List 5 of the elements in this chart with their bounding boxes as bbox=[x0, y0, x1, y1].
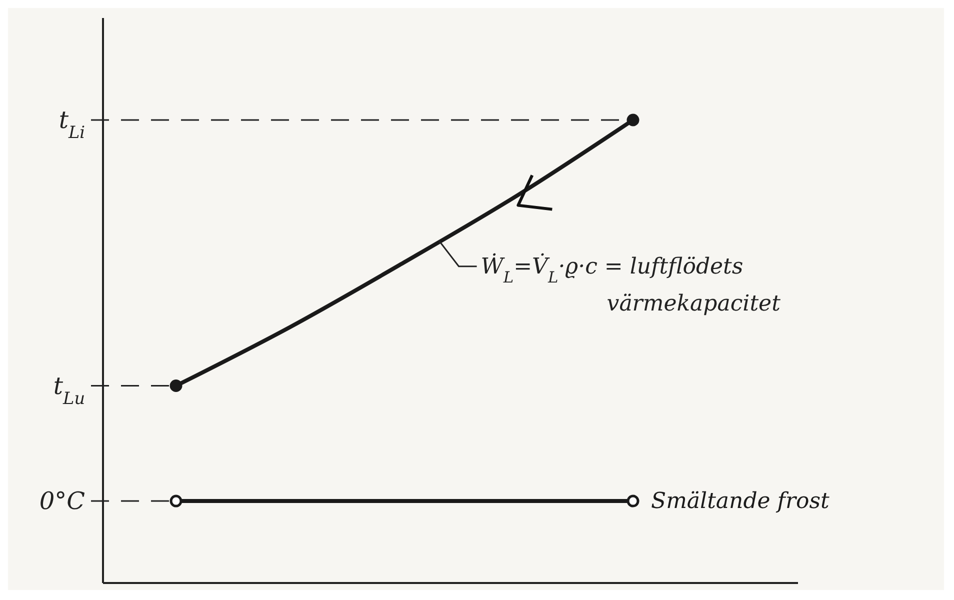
annotation: Ẇ$_{L}$=V̇$_{L}$·ϱ·c = luftflödets värmekapacitet bbox=[480, 252, 781, 316]
series-label: Smältande frost bbox=[651, 489, 830, 514]
ref-line-label: 0°C bbox=[39, 487, 85, 516]
ref-line-label: t$_{Lu}$ bbox=[53, 372, 85, 408]
ref-line-label: t$_{Li}$ bbox=[58, 106, 85, 142]
